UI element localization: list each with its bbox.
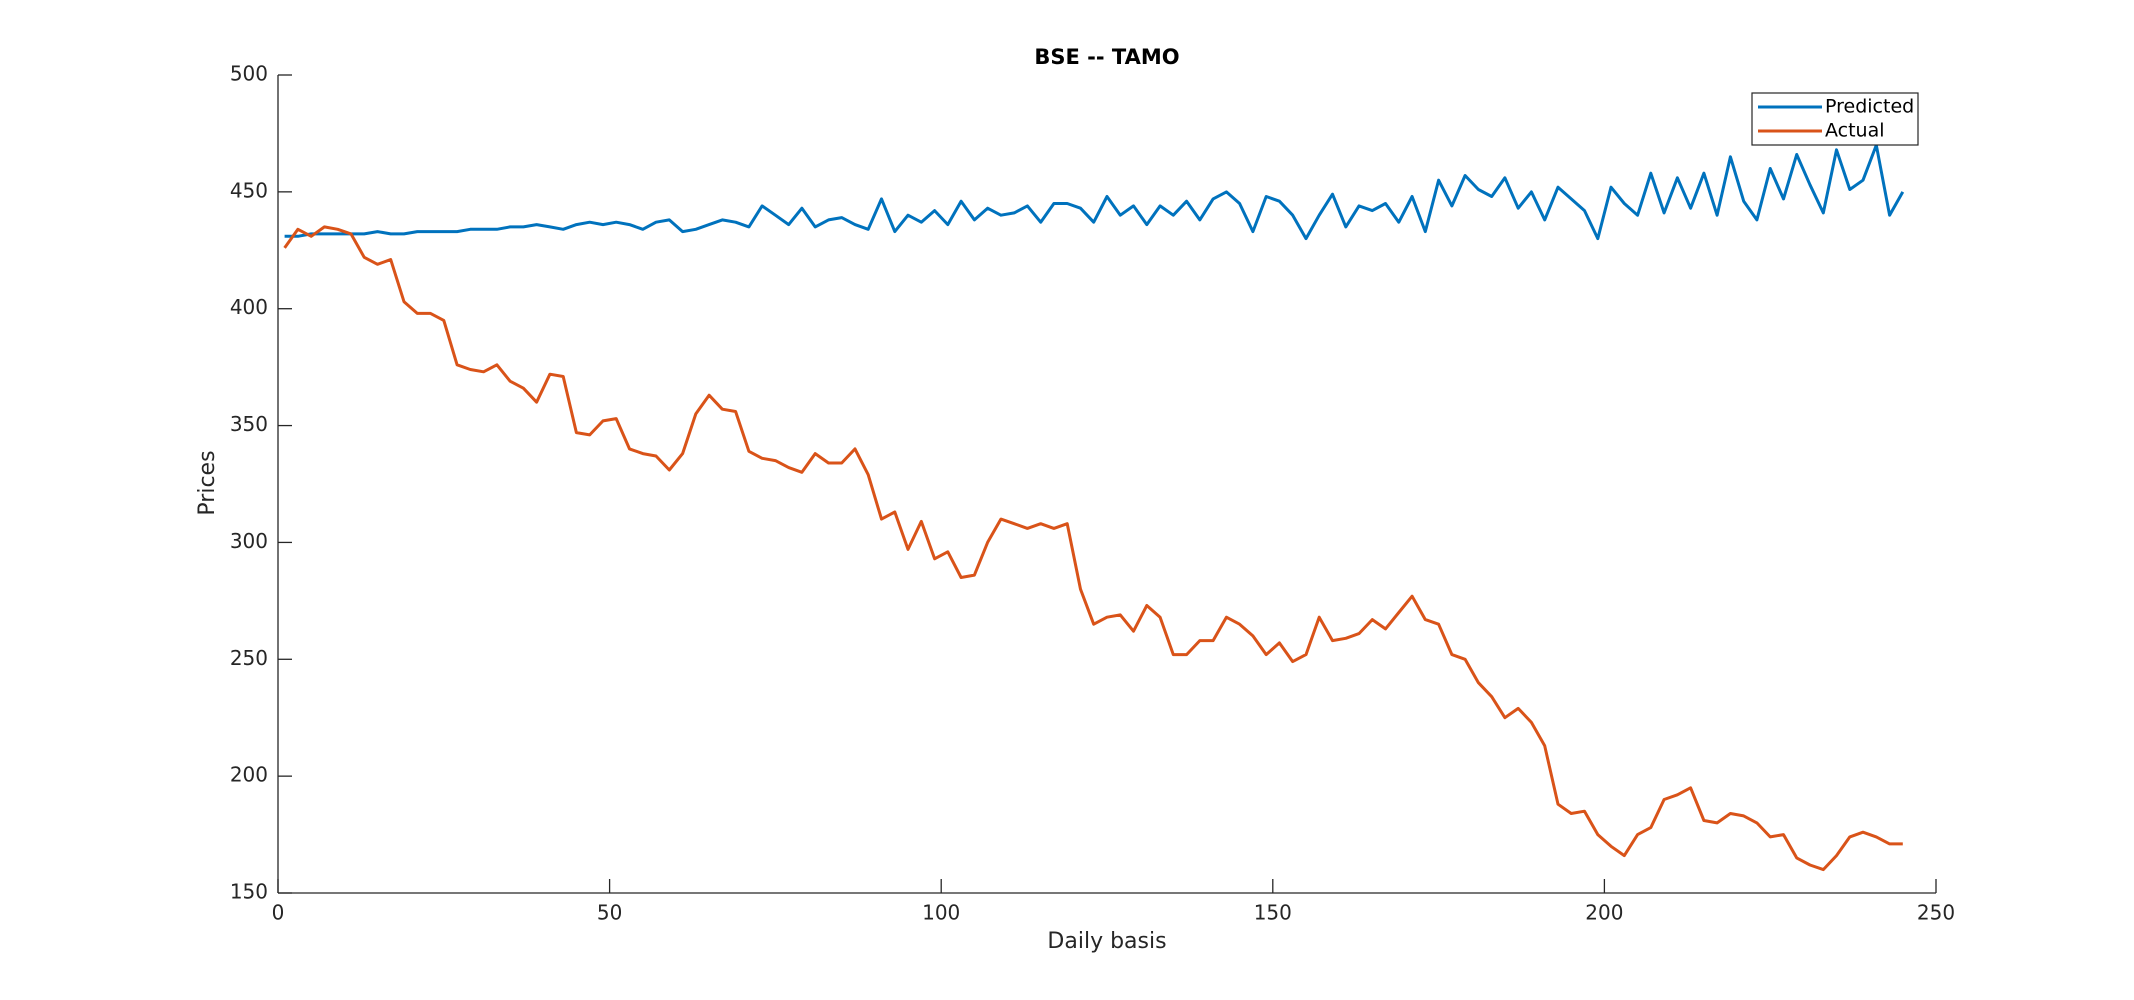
x-tick-label: 150 (1254, 901, 1292, 925)
y-tick-label: 150 (230, 880, 268, 904)
y-tick-label: 400 (230, 295, 268, 319)
legend-box (1751, 92, 1919, 146)
y-tick-label: 350 (230, 412, 268, 436)
y-tick-label: 300 (230, 529, 268, 553)
legend-label: Predicted (1825, 96, 1914, 118)
y-tick-label: 500 (230, 62, 268, 86)
series-line (283, 225, 1903, 872)
x-tick-label: 250 (1917, 901, 1955, 925)
x-tick-label: 50 (597, 901, 622, 925)
x-tick-label: 100 (922, 901, 960, 925)
legend-label: Actual (1825, 120, 1885, 142)
x-tick-label: 200 (1585, 901, 1623, 925)
y-tick-label: 450 (230, 178, 268, 202)
series-line (284, 143, 1905, 241)
x-tick-label: 0 (272, 901, 285, 925)
x-axis-label: Daily basis (1047, 929, 1166, 954)
y-tick-label: 250 (230, 646, 268, 670)
y-tick-label: 200 (230, 763, 268, 787)
y-axis-label: Prices (195, 450, 220, 515)
chart-title: BSE -- TAMO (1034, 45, 1179, 69)
